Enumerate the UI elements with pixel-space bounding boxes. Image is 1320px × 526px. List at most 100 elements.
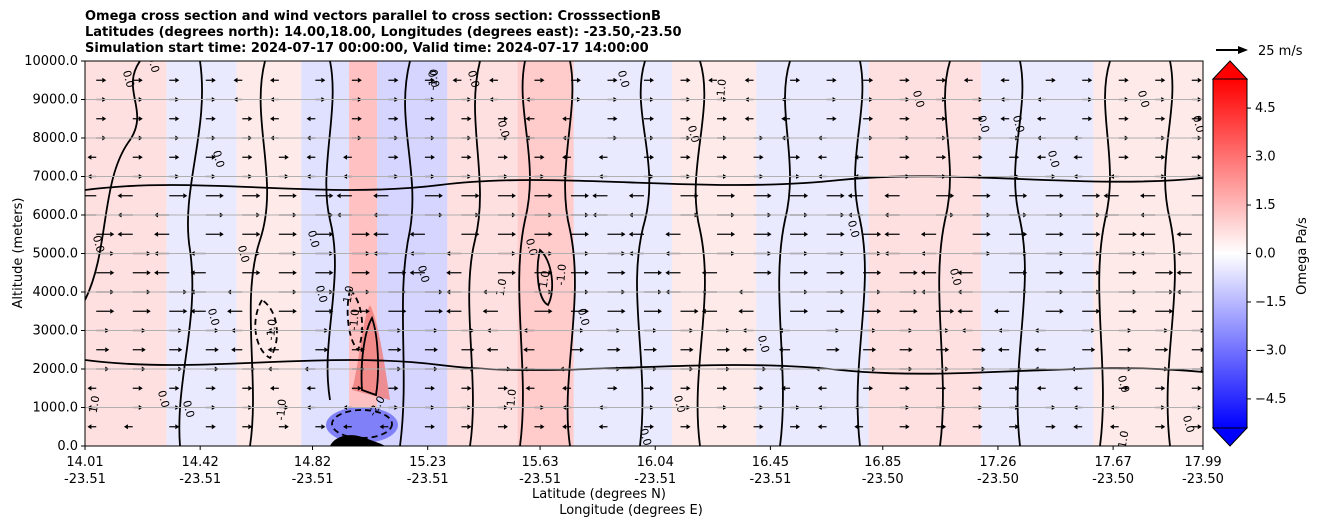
wind-vector-head xyxy=(1015,424,1020,430)
wind-vector-head xyxy=(920,270,925,276)
wind-vector-head xyxy=(1197,154,1202,160)
contour-label: -1.0 xyxy=(504,388,519,411)
x-tick-label-latitude: 14.82 xyxy=(294,455,331,470)
wind-vector-head xyxy=(701,270,706,276)
wind-vector-head xyxy=(1088,116,1093,122)
zero-contour xyxy=(636,61,651,446)
wind-vector-head xyxy=(686,154,691,160)
wind-vector-head xyxy=(183,193,188,199)
contour-label: 0.0 xyxy=(90,234,107,254)
wind-vector-head xyxy=(394,385,399,391)
chart-title-line-1: Omega cross section and wind vectors par… xyxy=(85,9,661,24)
wind-vector-head xyxy=(175,385,180,391)
contour-label: 0.0 xyxy=(523,237,540,257)
contour-label: 0.0 xyxy=(495,119,512,139)
wind-vector-head xyxy=(409,270,414,276)
wind-vector-head xyxy=(804,193,809,199)
wind-vector-head xyxy=(1124,116,1129,122)
y-tick-label: 6000.0 xyxy=(33,208,79,223)
wind-vector-head xyxy=(248,424,253,430)
wind-vector-head xyxy=(467,116,472,122)
contour-label: 0.0 xyxy=(155,389,172,409)
wind-vector-head xyxy=(373,231,378,237)
x-tick-label-longitude: -23.50 xyxy=(862,472,904,487)
wind-vector-head xyxy=(409,231,414,237)
wind-vector-head xyxy=(183,308,188,314)
wind-vector-head xyxy=(694,193,699,199)
wind-vector-head xyxy=(689,347,694,353)
wind-vector-head xyxy=(942,116,947,122)
contour-label: 0.0 xyxy=(415,264,432,284)
wind-vector-head xyxy=(584,270,589,276)
wind-vector-head xyxy=(233,77,238,83)
x-tick-label-latitude: 17.99 xyxy=(1184,455,1221,470)
wind-vector-head xyxy=(1088,77,1093,83)
y-tick-label: 5000.0 xyxy=(33,247,79,262)
reference-vector-label: 25 m/s xyxy=(1258,44,1303,59)
wind-vector-head xyxy=(175,154,180,160)
chart-title-line-2: Latitudes (degrees north): 14.00,18.00, … xyxy=(85,25,682,40)
wind-vector-head xyxy=(978,385,983,391)
wind-vector-head xyxy=(1169,270,1174,276)
wind-vector-head xyxy=(467,424,472,430)
wind-vector-head xyxy=(430,116,435,122)
wind-vector-head xyxy=(138,154,143,160)
wind-vector-head xyxy=(905,424,910,430)
wind-vector-head xyxy=(475,193,480,199)
zero-contour xyxy=(468,61,481,446)
wind-vector-head xyxy=(884,193,889,199)
wind-vector-head xyxy=(397,347,402,353)
x-tick-label-latitude: 17.67 xyxy=(1095,455,1132,470)
wind-vector-head xyxy=(503,116,508,122)
wind-vector-head xyxy=(1091,347,1096,353)
wind-vector-head xyxy=(141,347,146,353)
wind-vector-head xyxy=(832,116,837,122)
y-tick-label: 9000.0 xyxy=(33,93,79,108)
wind-vector-head xyxy=(175,77,180,83)
wind-vector-head xyxy=(905,385,910,391)
wind-vector-head xyxy=(306,116,311,122)
x-tick-label-latitude: 14.42 xyxy=(182,455,219,470)
wind-vector-head xyxy=(525,116,530,122)
wind-vector-head xyxy=(817,385,822,391)
wind-vector-head xyxy=(110,231,115,237)
wind-vector-head xyxy=(446,308,451,314)
x-tick-label-longitude: -23.51 xyxy=(749,472,791,487)
wind-vector-head xyxy=(175,424,180,430)
wind-vector-head xyxy=(306,154,311,160)
wind-vector-head xyxy=(835,347,840,353)
wind-vector-head xyxy=(102,116,107,122)
colorbar-ticks: 4.5 3.0 1.5 0.0 −1.5 −3.0 −4.5 xyxy=(1247,101,1287,407)
wind-vector-head xyxy=(357,385,362,391)
wind-vector-head xyxy=(1161,116,1166,122)
wind-vector-head xyxy=(759,424,764,430)
contour-label: 0.0 xyxy=(1115,374,1132,394)
x-tick-label-latitude: 16.04 xyxy=(637,455,674,470)
wind-vector-head xyxy=(613,385,618,391)
wind-vector-head xyxy=(628,193,633,199)
plot-area: 0.0 0.0 0.0 0.0 0.0 0.0 0.0 0.0 0.0 0.0 0.0 0.0 0.0 0… xyxy=(84,60,1204,447)
wind-vector-head xyxy=(1023,270,1028,276)
wind-vector-head xyxy=(1161,424,1166,430)
wind-vector-head xyxy=(267,347,272,353)
colorbar-lower-extension xyxy=(1211,427,1249,447)
zero-contour xyxy=(1098,61,1111,446)
wind-vector-head xyxy=(231,347,236,353)
wind-vector-head xyxy=(511,231,516,237)
wind-vector-head xyxy=(1164,347,1169,353)
wind-vector-head xyxy=(840,308,845,314)
wind-vector-head xyxy=(470,347,475,353)
wind-vector-head xyxy=(1176,231,1181,237)
x-tick-label-longitude: -23.50 xyxy=(1092,472,1134,487)
wind-vector-head xyxy=(1197,385,1202,391)
colorbar-tick-label: 3.0 xyxy=(1255,150,1276,165)
wind-vector-head xyxy=(1059,193,1064,199)
zero-contour xyxy=(325,61,336,401)
colorbar-upper-extension xyxy=(1211,60,1249,80)
wind-vector-head xyxy=(584,231,589,237)
x-tick-label-longitude: -23.50 xyxy=(977,472,1019,487)
wind-vector-head xyxy=(248,154,253,160)
wind-vector-head xyxy=(978,424,983,430)
y-tick-label: 7000.0 xyxy=(33,170,79,185)
